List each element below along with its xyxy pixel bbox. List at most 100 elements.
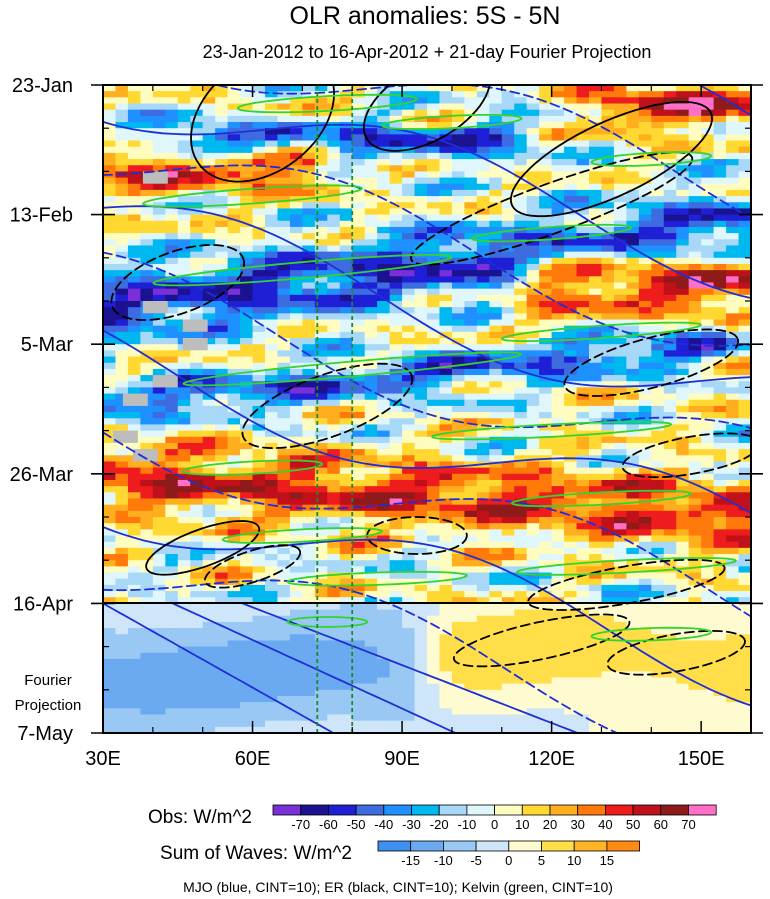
- shading-cell: [551, 159, 565, 166]
- shading-cell: [414, 196, 428, 203]
- shading-cell: [339, 233, 353, 240]
- shading-cell: [439, 621, 453, 629]
- shading-cell: [701, 189, 715, 197]
- shading-cell: [402, 591, 416, 598]
- shading-cell: [215, 640, 229, 648]
- shading-cell: [252, 189, 266, 197]
- shading-cell: [701, 436, 715, 444]
- shading-cell: [738, 159, 751, 166]
- shading-cell: [140, 541, 154, 549]
- shading-cell: [613, 288, 627, 296]
- shading-cell: [140, 91, 154, 98]
- shading-cell: [103, 183, 117, 191]
- shading-cell: [140, 356, 154, 364]
- shading-cell: [190, 467, 204, 475]
- shading-cell: [127, 301, 141, 308]
- shading-cell: [564, 375, 578, 382]
- shading-cell: [451, 134, 465, 142]
- shading-cell: [215, 140, 229, 148]
- shading-cell: [115, 368, 129, 376]
- shading-cell: [414, 492, 428, 500]
- shading-cell: [402, 473, 416, 481]
- shading-cell: [152, 504, 166, 512]
- shading-cell: [638, 461, 652, 469]
- shading-cell: [402, 603, 416, 611]
- shading-cell: [302, 517, 316, 524]
- shading-cell: [252, 276, 266, 284]
- shading-cell: [501, 578, 515, 586]
- shading-cell: [526, 189, 540, 197]
- shading-cell: [651, 239, 665, 247]
- shading-cell: [277, 566, 291, 574]
- shading-cell: [202, 375, 216, 382]
- shading-cell: [352, 301, 366, 308]
- shading-cell: [601, 412, 615, 419]
- shading-cell: [514, 122, 528, 129]
- shading-cell: [439, 233, 453, 240]
- shading-cell: [389, 615, 403, 623]
- shading-cell: [302, 486, 316, 493]
- shading-cell: [651, 591, 665, 598]
- shading-cell: [389, 671, 403, 679]
- shading-cell: [501, 368, 515, 376]
- shading-cell: [626, 338, 640, 345]
- shading-cell: [389, 393, 403, 401]
- shading-cell: [127, 122, 141, 129]
- shading-cell: [701, 424, 715, 432]
- shading-cell: [663, 183, 677, 191]
- shading-cell: [402, 517, 416, 524]
- shading-cell: [589, 233, 603, 240]
- shading-cell: [514, 165, 528, 172]
- shading-cell: [177, 547, 191, 555]
- shading-cell: [613, 615, 627, 623]
- shading-cell: [339, 115, 353, 123]
- shading-cell: [389, 461, 403, 469]
- shading-cell: [339, 375, 353, 382]
- shading-cell: [103, 146, 117, 154]
- shading-cell: [626, 424, 640, 432]
- shading-cell: [152, 146, 166, 154]
- shading-cell: [227, 115, 241, 123]
- shading-cell: [676, 486, 690, 493]
- shading-cell: [127, 405, 141, 413]
- shading-cell: [152, 350, 166, 358]
- shading-cell: [489, 257, 503, 265]
- shading-cell: [140, 467, 154, 475]
- shading-cell: [651, 134, 665, 142]
- shading-cell: [464, 473, 478, 481]
- shading-cell: [140, 473, 154, 481]
- shading-cell: [663, 658, 677, 666]
- shading-cell: [140, 554, 154, 561]
- shading-cell: [339, 671, 353, 679]
- shading-cell: [327, 621, 341, 629]
- shading-cell: [601, 368, 615, 376]
- shading-cell: [190, 541, 204, 549]
- shading-cell: [277, 103, 291, 111]
- shading-cell: [551, 597, 565, 604]
- shading-cell: [439, 226, 453, 234]
- shading-cell: [277, 245, 291, 253]
- shading-cell: [663, 97, 677, 105]
- shading-cell: [663, 331, 677, 339]
- shading-cell: [289, 276, 303, 284]
- shading-cell: [451, 276, 465, 284]
- shading-cell: [103, 307, 117, 314]
- shading-cell: [626, 91, 640, 98]
- shading-cell: [215, 152, 229, 160]
- shading-cell: [726, 554, 740, 561]
- shading-cell: [252, 578, 266, 586]
- shading-cell: [539, 325, 553, 333]
- shading-cell: [476, 621, 490, 629]
- shading-cell: [726, 578, 740, 586]
- shading-cell: [589, 263, 603, 271]
- shading-cell: [526, 541, 540, 549]
- shading-cell: [165, 270, 179, 277]
- shading-cell: [564, 628, 578, 635]
- shading-cell: [127, 183, 141, 191]
- shading-cell: [514, 621, 528, 629]
- shading-cell: [551, 140, 565, 148]
- shading-cell: [314, 591, 328, 598]
- shading-cell: [713, 362, 727, 370]
- shading-cell: [576, 159, 590, 166]
- shading-cell: [277, 270, 291, 277]
